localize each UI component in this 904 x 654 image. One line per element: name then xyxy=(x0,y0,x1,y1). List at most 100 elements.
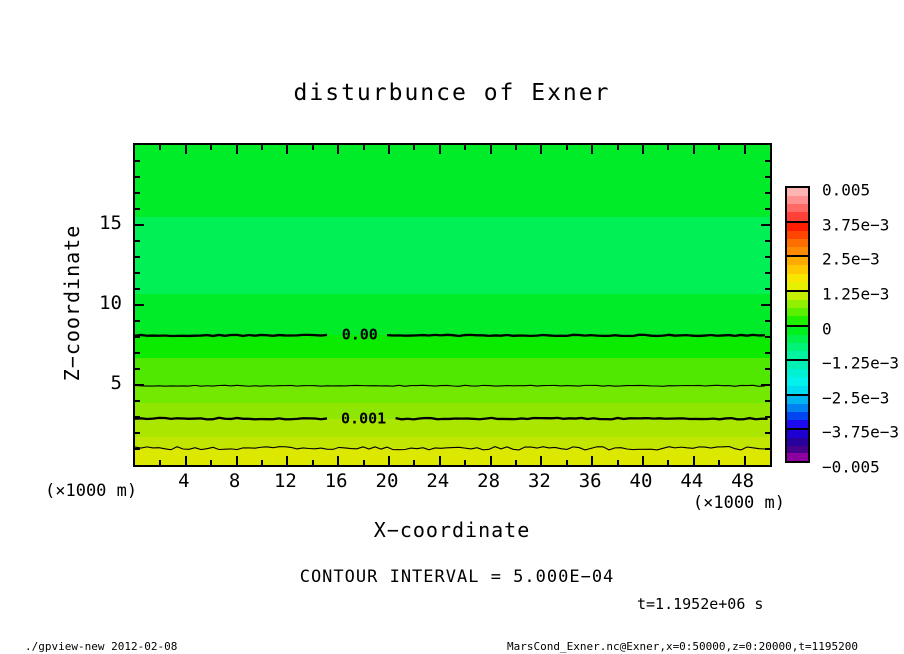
y-axis-tick xyxy=(765,336,770,338)
contour-line xyxy=(386,333,766,338)
x-axis-tick xyxy=(413,460,416,465)
x-tick-label: 32 xyxy=(527,470,551,492)
x-axis-tick xyxy=(184,456,187,465)
colorbar-tick-label: 0 xyxy=(822,319,832,338)
y-axis-tick xyxy=(135,224,144,226)
color-band xyxy=(135,145,770,218)
y-axis-unit-label: (×1000 m) xyxy=(45,481,138,501)
x-tick-label: 24 xyxy=(426,470,450,492)
x-axis-unit-label: (×1000 m) xyxy=(692,493,785,513)
y-tick-label: 5 xyxy=(110,372,122,394)
x-tick-label: 28 xyxy=(477,470,501,492)
y-axis-tick xyxy=(765,416,770,418)
x-axis-tick xyxy=(286,456,289,465)
y-axis-tick xyxy=(135,304,144,306)
x-axis-tick xyxy=(565,145,568,150)
x-axis-tick xyxy=(362,460,365,465)
colorbar-swatch xyxy=(787,316,808,325)
y-axis-tick xyxy=(135,448,140,450)
colorbar-swatch xyxy=(787,265,808,274)
colorbar-swatch xyxy=(787,438,808,446)
x-axis-tick xyxy=(464,460,467,465)
y-axis-tick xyxy=(135,432,140,434)
colorbar-swatch xyxy=(787,230,808,240)
x-tick-label: 8 xyxy=(228,470,241,492)
footer-command-text: ./gpview-new 2012-02-08 xyxy=(25,640,178,653)
colorbar-swatch xyxy=(787,222,808,231)
x-tick-label: 48 xyxy=(731,470,755,492)
y-axis-tick xyxy=(761,384,770,386)
x-axis-tick xyxy=(286,145,289,154)
y-axis-tick xyxy=(135,176,140,178)
colorbar-swatch xyxy=(787,453,808,462)
color-band xyxy=(135,293,770,336)
y-axis-tick xyxy=(765,400,770,402)
colorbar-swatch xyxy=(787,300,808,309)
x-axis-tick xyxy=(515,145,517,150)
contour-line-label: 0.001 xyxy=(341,409,387,428)
color-band xyxy=(135,385,770,404)
colorbar-tick-label: 1.25e−3 xyxy=(822,284,890,304)
colorbar-swatch xyxy=(787,281,808,291)
x-axis-tick xyxy=(388,145,390,154)
x-tick-label: 16 xyxy=(324,470,348,492)
contour-line xyxy=(395,416,768,421)
x-axis-tick xyxy=(718,145,721,150)
colorbar-swatch xyxy=(787,257,808,266)
x-tick-label: 40 xyxy=(629,470,653,492)
y-axis-tick xyxy=(135,368,140,370)
y-axis-tick xyxy=(135,400,140,402)
contour-line xyxy=(135,333,328,338)
y-axis-tick xyxy=(765,288,770,290)
colorbar-tick-label: −1.25e−3 xyxy=(822,353,900,373)
y-axis-tick xyxy=(765,368,770,370)
y-axis-tick xyxy=(765,320,770,322)
x-axis-tick xyxy=(692,145,695,154)
y-axis-tick xyxy=(135,240,140,242)
colorbar-swatch xyxy=(787,403,808,413)
x-axis-tick xyxy=(413,145,416,150)
x-axis-tick xyxy=(515,460,517,465)
x-axis-tick xyxy=(438,456,441,465)
footer-source-text: MarsCond_Exner.nc@Exner,x=0:50000,z=0:20… xyxy=(507,640,858,653)
y-axis-tick xyxy=(765,272,770,274)
y-axis-tick xyxy=(761,304,770,306)
y-axis-tick xyxy=(135,288,140,290)
colorbar xyxy=(785,186,810,463)
contour-plot-area: 0.00 0.001 xyxy=(133,143,772,467)
color-band xyxy=(135,448,770,465)
x-axis-tick xyxy=(616,460,619,465)
colorbar-swatch xyxy=(787,291,808,301)
x-tick-label: 12 xyxy=(273,470,297,492)
colorbar-swatch xyxy=(787,420,808,429)
color-band xyxy=(135,437,770,449)
x-axis-tick xyxy=(261,460,263,465)
x-axis-tick xyxy=(210,460,213,465)
x-axis-tick xyxy=(235,456,238,465)
colorbar-swatch xyxy=(787,385,808,394)
x-tick-label: 20 xyxy=(375,470,399,492)
colorbar-block xyxy=(785,324,810,362)
colorbar-block xyxy=(785,220,810,258)
colorbar-swatch xyxy=(787,204,808,213)
y-tick-label: 15 xyxy=(99,212,122,234)
y-axis-tick xyxy=(135,160,140,162)
contour-line xyxy=(135,445,766,451)
colorbar-swatch xyxy=(787,326,808,335)
x-axis-title: X−coordinate xyxy=(373,518,531,542)
x-axis-tick xyxy=(184,145,187,154)
x-axis-tick xyxy=(311,460,314,465)
x-axis-tick xyxy=(362,145,365,150)
x-axis-tick xyxy=(235,145,238,154)
x-axis-tick xyxy=(743,145,746,154)
y-axis-tick xyxy=(765,192,770,194)
y-axis-tick xyxy=(135,208,140,210)
plot-ticks xyxy=(135,145,770,465)
colorbar-swatch xyxy=(787,308,808,317)
y-axis-tick xyxy=(765,160,770,162)
x-axis-tick xyxy=(311,145,314,150)
colorbar-swatch xyxy=(787,273,808,282)
color-band xyxy=(135,418,770,438)
x-axis-tick xyxy=(540,145,543,154)
x-axis-tick xyxy=(261,145,263,150)
